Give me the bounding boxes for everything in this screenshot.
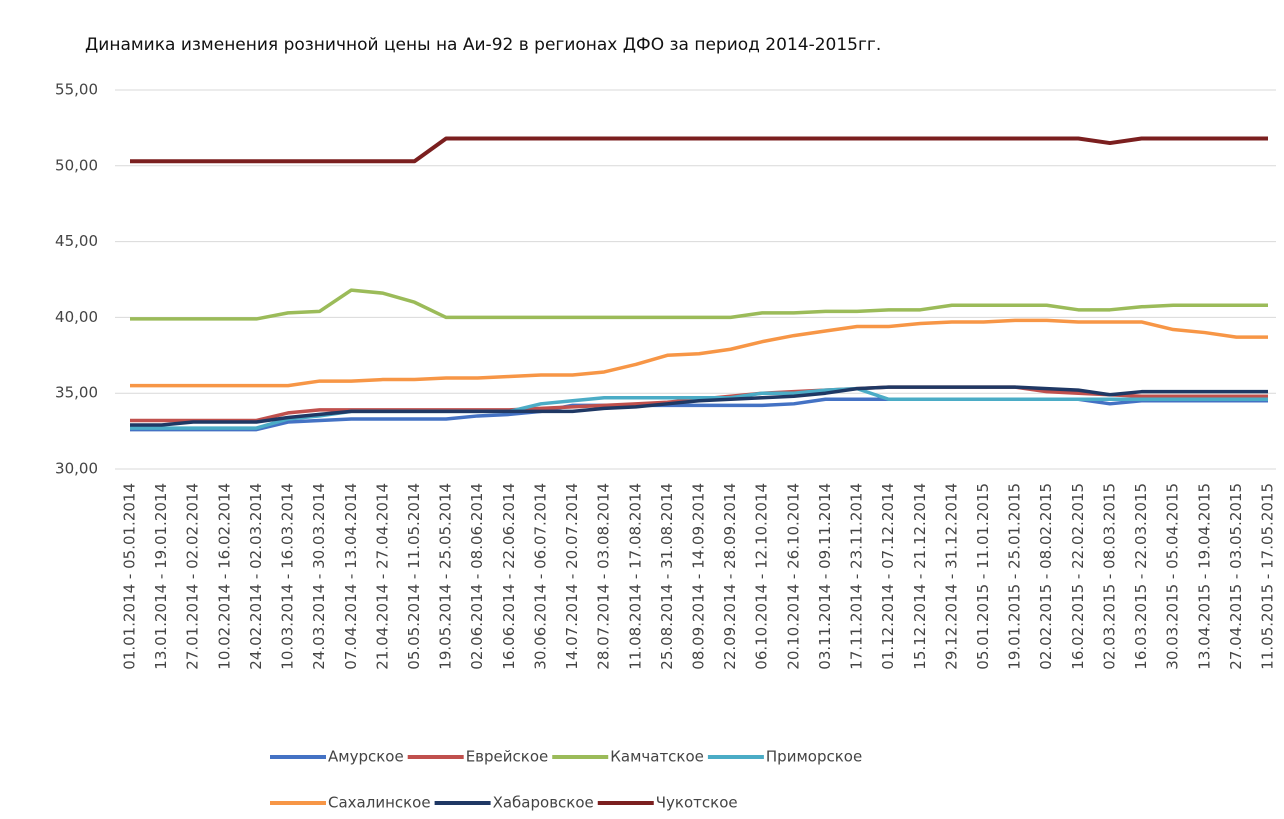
- legend-label: Камчатское: [610, 748, 704, 766]
- x-tick-label: 13.01.2014 - 19.01.2014: [152, 483, 170, 670]
- series-line: [130, 385, 1268, 427]
- chart-title: Динамика изменения розничной цены на Аи-…: [85, 35, 881, 55]
- x-tick-label: 14.07.2014 - 20.07.2014: [563, 483, 581, 670]
- y-tick-label: 50,00: [55, 156, 98, 174]
- x-tick-label: 20.10.2014 - 26.10.2014: [784, 483, 802, 670]
- x-tick-label: 03.11.2014 - 09.11.2014: [816, 483, 834, 670]
- x-tick-label: 10.02.2014 - 16.02.2014: [215, 483, 233, 670]
- x-tick-label: 05.01.2015 - 11.01.2015: [974, 483, 992, 670]
- x-tick-label: 02.03.2015 - 08.03.2015: [1100, 483, 1118, 670]
- series-line: [130, 136, 1268, 164]
- x-tick-label: 15.12.2014 - 21.12.2014: [911, 483, 929, 670]
- x-tick-label: 19.01.2015 - 25.01.2015: [1006, 483, 1024, 670]
- x-tick-label: 11.05.2015 - 17.05.2015: [1259, 483, 1277, 670]
- x-tick-label: 22.09.2014 - 28.09.2014: [721, 483, 739, 670]
- x-tick-label: 24.03.2014 - 30.03.2014: [310, 483, 328, 670]
- x-tick-label: 21.04.2014 - 27.04.2014: [373, 483, 391, 670]
- x-tick-label: 02.02.2015 - 08.02.2015: [1037, 483, 1055, 670]
- x-tick-label: 10.03.2014 - 16.03.2014: [279, 483, 297, 670]
- x-tick-label: 30.03.2015 - 05.04.2015: [1164, 483, 1182, 670]
- legend-label: Чукотское: [656, 794, 738, 812]
- x-tick-label: 30.06.2014 - 06.07.2014: [531, 483, 549, 670]
- x-tick-label: 01.12.2014 - 07.12.2014: [879, 483, 897, 670]
- series-line: [130, 288, 1268, 321]
- x-tick-label: 08.09.2014 - 14.09.2014: [690, 483, 708, 670]
- legend-label: Хабаровское: [493, 794, 594, 812]
- x-tick-label: 07.04.2014 - 13.04.2014: [342, 483, 360, 670]
- x-tick-label: 06.10.2014 - 12.10.2014: [753, 483, 771, 670]
- x-tick-label: 27.04.2015 - 03.05.2015: [1227, 483, 1245, 670]
- legend-label: Еврейское: [466, 748, 549, 766]
- x-tick-label: 05.05.2014 - 11.05.2014: [405, 483, 423, 670]
- x-tick-label: 16.02.2015 - 22.02.2015: [1069, 483, 1087, 670]
- x-tick-label: 28.07.2014 - 03.08.2014: [595, 483, 613, 670]
- x-tick-label: 01.01.2014 - 05.01.2014: [121, 483, 139, 670]
- y-tick-label: 35,00: [55, 384, 98, 402]
- x-tick-label: 24.02.2014 - 02.03.2014: [247, 483, 265, 670]
- x-tick-label: 19.05.2014 - 25.05.2014: [437, 483, 455, 670]
- y-tick-label: 30,00: [55, 460, 98, 478]
- legend-label: Приморское: [766, 748, 862, 766]
- legend-label: Сахалинское: [328, 794, 431, 812]
- legend-label: Амурское: [328, 748, 404, 766]
- y-tick-label: 45,00: [55, 232, 98, 250]
- x-tick-label: 11.08.2014 - 17.08.2014: [626, 483, 644, 670]
- series-line: [130, 318, 1268, 388]
- y-tick-label: 40,00: [55, 308, 98, 326]
- x-tick-label: 16.06.2014 - 22.06.2014: [500, 483, 518, 670]
- y-tick-label: 55,00: [55, 81, 98, 99]
- x-tick-label: 27.01.2014 - 02.02.2014: [184, 483, 202, 670]
- x-tick-label: 16.03.2015 - 22.03.2015: [1132, 483, 1150, 670]
- x-tick-label: 25.08.2014 - 31.08.2014: [658, 483, 676, 670]
- x-tick-label: 13.04.2015 - 19.04.2015: [1195, 483, 1213, 670]
- x-tick-label: 02.06.2014 - 08.06.2014: [468, 483, 486, 670]
- x-tick-label: 17.11.2014 - 23.11.2014: [848, 483, 866, 670]
- x-tick-label: 29.12.2014 - 31.12.2014: [942, 483, 960, 670]
